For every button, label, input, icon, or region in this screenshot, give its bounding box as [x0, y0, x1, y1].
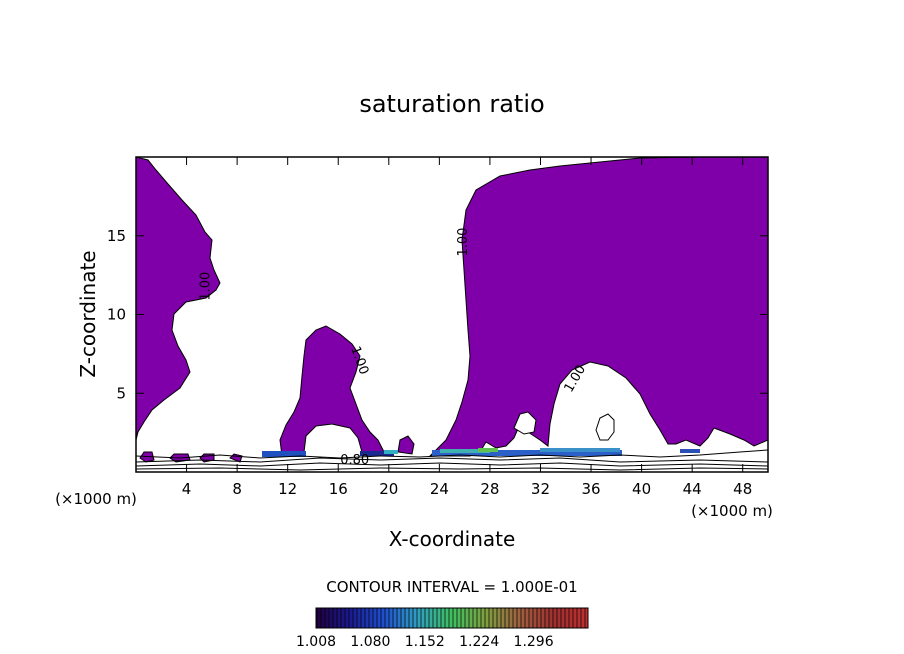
contour-fill-patch-1: [397, 435, 415, 455]
x-tick-label-9: 40: [632, 480, 651, 498]
high-saturation-streak-5: [440, 449, 490, 453]
x-tick-label-1: 8: [232, 480, 242, 498]
y-axis-ticks: 5 10 15: [107, 227, 768, 402]
colorbar: 1.008 1.080 1.152 1.224 1.296: [296, 607, 589, 650]
contour-fill-region-right: [428, 157, 768, 457]
colorbar-label-1: 1.080: [350, 634, 390, 650]
contour-label-0: 1.00: [198, 272, 213, 301]
x-axis-label: X-coordinate: [389, 527, 516, 551]
colorbar-label-4: 1.296: [514, 634, 554, 650]
x-tick-label-10: 44: [683, 480, 702, 498]
high-saturation-streak-1: [262, 451, 306, 457]
colorbar-label-0: 1.008: [296, 634, 336, 650]
contour-label-2: 1.00: [456, 228, 471, 257]
colorbar-label-3: 1.224: [459, 634, 499, 650]
contour-hole-1: [513, 411, 537, 435]
y-tick-label-1: 10: [107, 306, 126, 324]
high-saturation-streak-6: [478, 448, 498, 452]
x-tick-label-6: 28: [480, 480, 499, 498]
contour-fill-region-left: [136, 157, 221, 441]
high-saturation-streak-4: [432, 450, 622, 456]
plot-area: 1.001.001.001.000.80: [135, 156, 769, 473]
x-tick-label-8: 36: [581, 480, 600, 498]
x-unit-right: (×1000 m): [691, 502, 773, 520]
surface-contour-lines: [136, 449, 768, 471]
colorbar-label-2: 1.152: [405, 634, 445, 650]
high-saturation-streak-2: [360, 451, 394, 456]
colorbar-tick-labels: 1.008 1.080 1.152 1.224 1.296: [296, 634, 554, 650]
x-tick-label-7: 32: [531, 480, 550, 498]
contour-interval-text: CONTOUR INTERVAL = 1.000E-01: [326, 578, 577, 596]
high-saturation-streak-3: [384, 450, 398, 454]
x-unit-left: (×1000 m): [55, 490, 137, 508]
x-tick-label-2: 12: [278, 480, 297, 498]
contour-fill-region-middle: [279, 325, 385, 457]
x-tick-label-5: 24: [430, 480, 449, 498]
x-tick-label-4: 20: [379, 480, 398, 498]
high-saturation-streak-8: [680, 449, 700, 453]
colorbar-stripes: [316, 608, 588, 628]
y-tick-label-0: 5: [116, 384, 126, 402]
y-axis-label: Z-coordinate: [76, 250, 100, 377]
high-saturation-streak-7: [540, 448, 620, 452]
contour-label-4: 0.80: [340, 453, 369, 468]
chart-title: saturation ratio: [359, 90, 544, 118]
x-tick-label-3: 16: [329, 480, 348, 498]
x-tick-label-11: 48: [733, 480, 752, 498]
contour-hole-2: [595, 413, 615, 441]
x-axis-ticks: 4 8 12 16 20 24 28 32 36 40 44 48: [182, 157, 752, 498]
y-tick-label-2: 15: [107, 227, 126, 245]
x-tick-label-0: 4: [182, 480, 192, 498]
